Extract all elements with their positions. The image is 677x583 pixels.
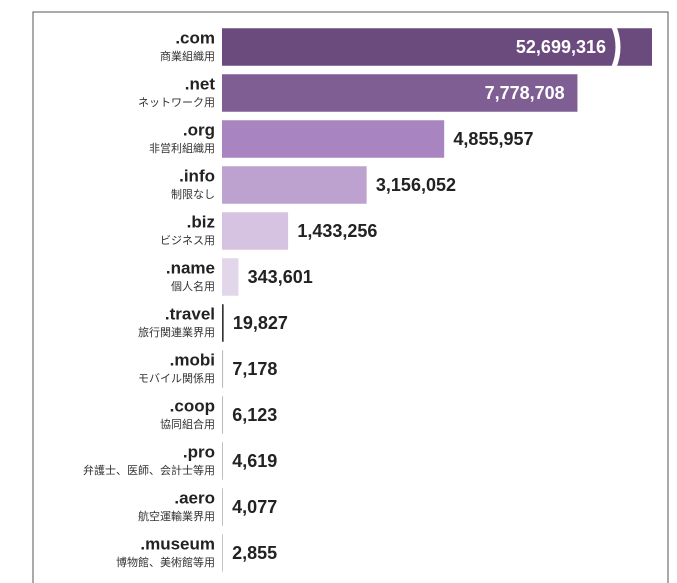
axis-break xyxy=(611,26,621,68)
category-description: 協同組合用 xyxy=(160,417,215,431)
bar xyxy=(222,258,239,296)
value-label: 4,619 xyxy=(232,451,277,471)
bar xyxy=(222,74,578,112)
bar xyxy=(222,304,224,342)
frame xyxy=(32,11,669,583)
value-label: 6,123 xyxy=(232,405,277,425)
category-label: .coop xyxy=(170,396,215,415)
category-description: 制限なし xyxy=(171,188,215,201)
category-label: .biz xyxy=(187,212,215,231)
category-label: .net xyxy=(185,74,216,93)
bars xyxy=(222,28,652,572)
category-label: .name xyxy=(166,258,215,277)
category-description: 個人名用 xyxy=(171,279,215,293)
category-description: ビジネス用 xyxy=(160,234,215,247)
category-label: .museum xyxy=(140,534,215,553)
value-label: 7,178 xyxy=(232,359,277,379)
value-label: 1,433,256 xyxy=(297,221,377,241)
category-label: .com xyxy=(175,28,215,47)
value-label: 4,855,957 xyxy=(453,129,533,149)
category-description: 非営利組織用 xyxy=(149,141,215,155)
category-description: 航空運輸業界用 xyxy=(138,509,215,523)
category-label: .org xyxy=(183,120,215,139)
category-description: モバイル関係用 xyxy=(138,372,215,385)
value-label: 3,156,052 xyxy=(376,175,456,195)
value-label: 4,077 xyxy=(232,497,277,517)
category-description: 博物館、美術館等用 xyxy=(116,555,215,569)
value-label: 19,827 xyxy=(233,313,288,333)
value-label: 343,601 xyxy=(248,267,313,287)
value-label: 2,855 xyxy=(232,543,277,563)
category-label: .mobi xyxy=(170,350,215,369)
bar xyxy=(222,120,445,158)
bar xyxy=(222,212,289,250)
category-label: .travel xyxy=(165,304,215,323)
bar xyxy=(222,28,652,66)
category-label: .aero xyxy=(174,488,215,507)
category-description: 弁護士、医師、会計士等用 xyxy=(83,463,215,477)
value-label: 52,699,316 xyxy=(516,37,606,57)
category-description: ネットワーク用 xyxy=(138,96,215,109)
value-label: 7,778,708 xyxy=(485,83,565,103)
category-label: .info xyxy=(179,166,215,185)
bar xyxy=(222,166,367,204)
category-description: 商業組織用 xyxy=(160,49,215,63)
category-label: .pro xyxy=(183,442,215,461)
category-description: 旅行関連業界用 xyxy=(138,325,215,339)
